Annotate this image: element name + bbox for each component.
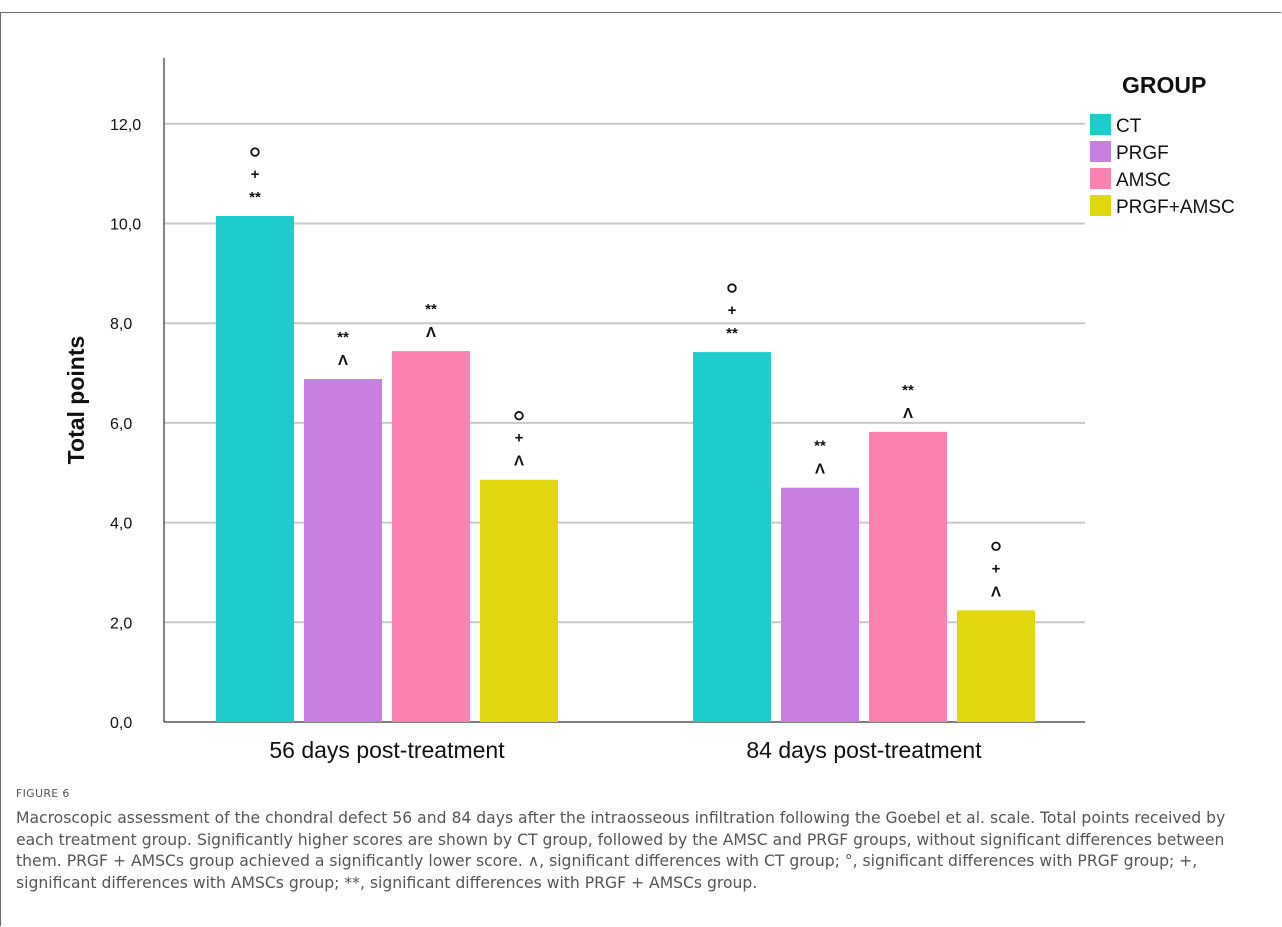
significance-mark-circle [250,147,260,157]
significance-mark: ** [337,329,349,346]
figure-frame [0,12,1281,926]
y-tick-label: 4,0 [110,516,132,533]
legend-label: PRGF [1116,143,1169,164]
y-tick-label: 10,0 [110,217,141,234]
significance-mark: ** [249,189,261,206]
significance-mark: Λ [903,405,913,422]
significance-mark: Λ [815,461,825,478]
bar-prgf [304,379,382,722]
significance-mark: Λ [426,324,436,341]
significance-mark: + [251,166,260,183]
figure-label: FIGURE 6 [16,787,70,800]
x-category-label: 56 days post-treatment [269,737,505,763]
bar-amsc [869,431,947,722]
legend-label: AMSC [1116,170,1171,191]
bar-ct [216,216,294,722]
figure-caption: Macroscopic assessment of the chondral d… [16,809,1226,892]
significance-mark: + [992,560,1001,577]
legend-title: GROUP [1122,72,1206,98]
legend-label: CT [1116,116,1142,137]
bar-chart: 0,0 2,0 4,0 6,0 8,0 10,0 12,0 Total points + ** + *… [63,58,1235,763]
y-tick-label: 6,0 [110,416,132,433]
legend-label: PRGF+AMSC [1116,197,1235,218]
bar-amsc [392,351,470,722]
y-tick-label: 12,0 [110,117,141,134]
y-tick-label: 2,0 [110,615,132,632]
significance-mark: + [515,430,524,447]
significance-mark: Λ [338,352,348,369]
bar-ct [693,352,771,722]
significance-mark-circle [727,283,737,293]
legend-swatch [1090,141,1111,162]
significance-mark-circle [991,541,1001,552]
significance-mark-circle [514,411,524,421]
bar-prgf [781,487,859,722]
significance-mark: + [728,302,737,319]
legend-swatch [1090,114,1111,135]
significance-mark: ** [425,301,437,318]
significance-mark: Λ [991,583,1001,600]
significance-mark: ** [726,325,738,342]
x-category-label: 84 days post-treatment [746,737,982,763]
significance-mark: ** [814,438,826,455]
y-axis-label: Total points [63,336,89,465]
bar-prgf-amsc [480,479,558,722]
significance-mark: Λ [514,453,524,470]
significance-mark: ** [902,382,914,399]
legend-swatch [1090,168,1111,189]
legend-swatch [1090,195,1111,216]
bar-prgf-amsc [957,610,1035,722]
y-tick-label: 0,0 [110,715,132,732]
y-tick-label: 8,0 [110,316,132,333]
